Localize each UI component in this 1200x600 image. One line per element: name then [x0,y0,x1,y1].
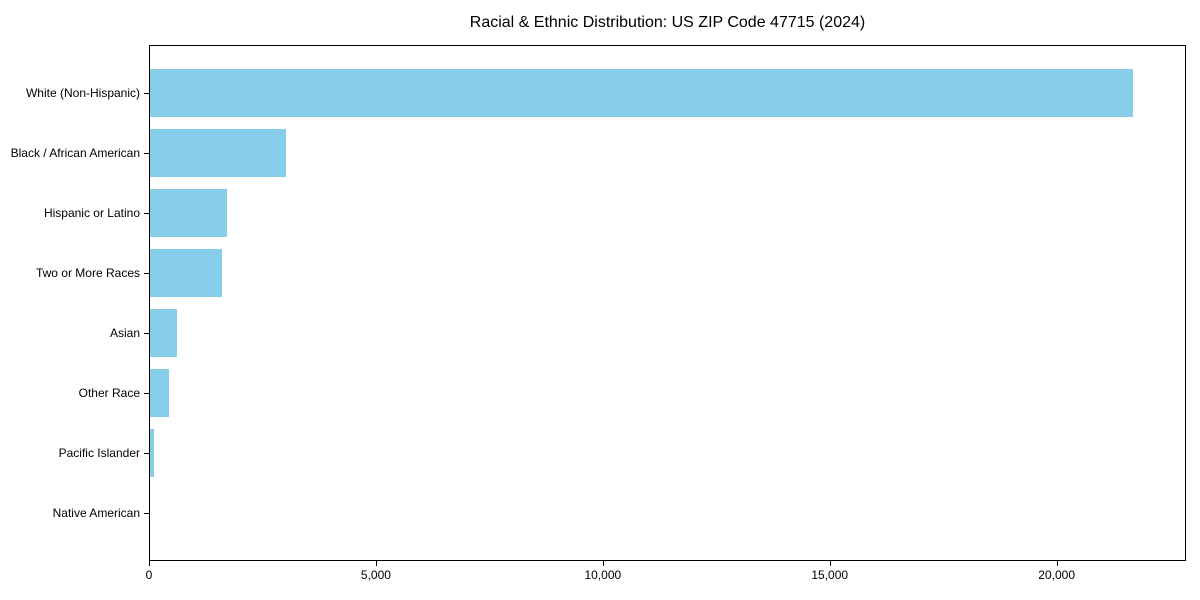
x-tick-mark [375,561,377,566]
y-tick-mark [144,332,149,334]
x-tick-label: 5,000 [360,568,391,582]
y-tick-mark [144,92,149,94]
x-tick-mark [829,561,831,566]
y-tick-label: White (Non-Hispanic) [25,85,140,100]
y-tick-mark [144,453,149,455]
y-tick-label: Hispanic or Latino [43,205,140,220]
bar-white-non-hispanic [150,68,1133,117]
bar-two-or-more-races [150,248,223,297]
y-tick-label: Asian [109,325,140,340]
plot-area [149,45,1186,561]
y-tick-label: Other Race [78,386,140,400]
y-tick-mark [144,212,149,214]
y-tick-mark [144,272,149,274]
bar-other-race [150,369,170,417]
y-tick-label: Pacific Islander [58,446,140,461]
x-tick-mark [602,561,604,566]
bar-hispanic-or-latino [150,188,227,237]
bar-black-african-american [150,128,286,177]
chart-title: Racial & Ethnic Distribution: US ZIP Cod… [469,14,866,31]
y-tick-label: Black / African American [10,145,140,160]
bar-asian [150,308,178,357]
y-tick-mark [144,393,149,394]
x-tick-label: 10,000 [584,568,622,582]
y-tick-label: Two or More Races [35,265,140,280]
x-tick-mark [1056,561,1058,566]
x-tick-label: 0 [145,568,153,582]
y-tick-mark [144,152,149,154]
x-tick-mark [149,561,150,566]
x-tick-label: 15,000 [811,568,849,582]
bar-pacific-islander [150,429,155,478]
y-tick-mark [144,513,149,515]
x-tick-label: 20,000 [1038,568,1075,582]
y-tick-label: Native American [52,506,140,521]
